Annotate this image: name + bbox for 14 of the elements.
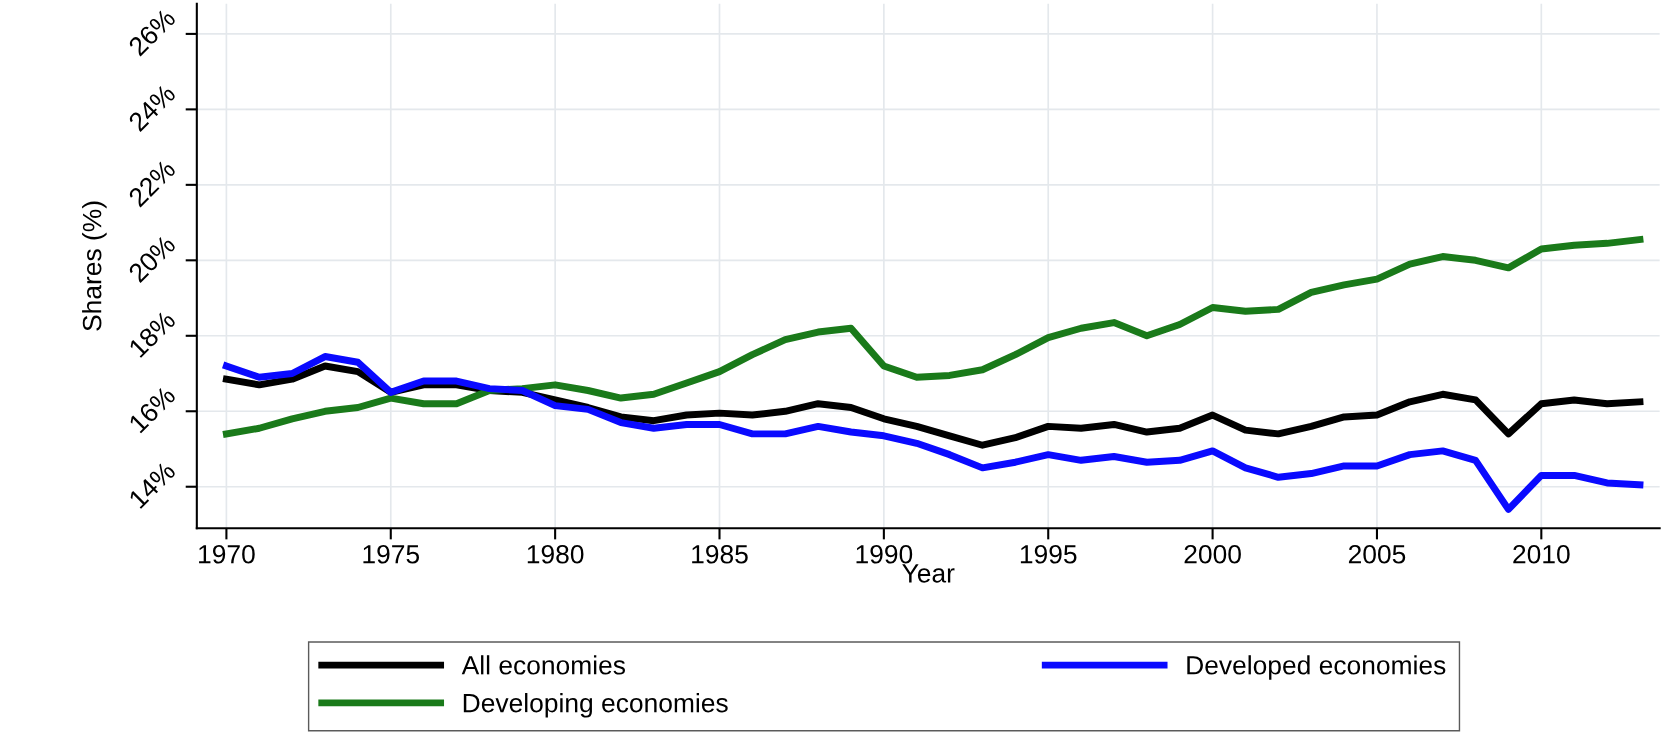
y-axis-title: Shares (%) <box>82 201 107 331</box>
x-tick-label: 1990 <box>856 544 913 564</box>
x-tick-label: 2000 <box>1184 544 1241 564</box>
x-axis-title: Year <box>902 564 955 583</box>
x-tick-label: 1995 <box>1020 544 1077 564</box>
x-tick-label: 1970 <box>199 544 255 564</box>
x-tick-label: 2010 <box>1513 544 1570 564</box>
x-tick-label: 1975 <box>363 544 420 564</box>
legend-label: Developed economies <box>1187 655 1446 680</box>
legend-label: Developing economies <box>463 693 728 718</box>
x-tick-label: 1980 <box>527 544 584 564</box>
x-tick-label: 1985 <box>692 544 748 564</box>
legend-label: All economies <box>461 655 625 675</box>
x-tick-label: 2005 <box>1348 544 1406 564</box>
